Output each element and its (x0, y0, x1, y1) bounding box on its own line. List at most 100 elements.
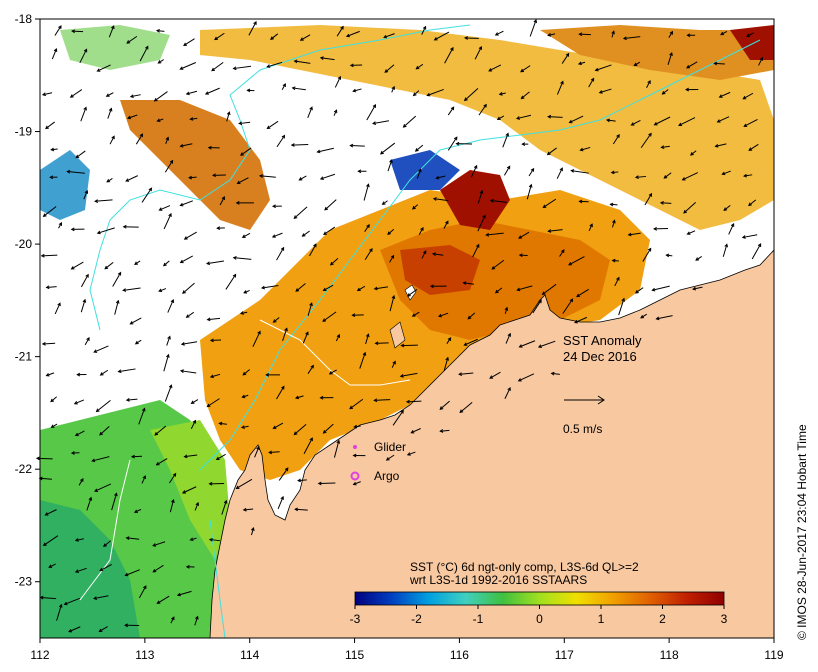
current-vector (611, 220, 616, 228)
current-vector (180, 370, 197, 374)
current-vector-head (232, 256, 237, 260)
current-vector-head (447, 337, 452, 341)
current-vector-head (103, 543, 107, 548)
current-vector-head (714, 144, 719, 148)
current-vector-head (496, 116, 501, 120)
current-vector-head (411, 313, 416, 317)
current-vector (39, 477, 52, 480)
current-vector-head (153, 97, 158, 102)
current-vector-head (507, 386, 511, 391)
current-vector (295, 283, 306, 292)
current-vector-head (310, 364, 314, 369)
current-vector-head (399, 374, 404, 378)
current-vector (723, 205, 731, 211)
current-vector-head (598, 90, 603, 94)
current-vector-head (272, 319, 277, 323)
current-vector (104, 261, 114, 270)
current-vector-head (683, 209, 687, 214)
current-vector (631, 119, 641, 126)
current-vector (43, 206, 57, 217)
current-vector (746, 32, 755, 37)
current-vector-head (105, 93, 110, 97)
current-vector-head (168, 212, 172, 217)
current-vector (36, 457, 53, 460)
x-tick-label: 112 (30, 648, 49, 662)
current-vector (330, 258, 339, 266)
current-vector-head (356, 287, 361, 292)
current-vector (614, 277, 620, 287)
x-tick-label: 117 (555, 648, 574, 662)
current-vector (447, 106, 455, 116)
current-vector (194, 616, 199, 626)
current-vector-head (530, 167, 535, 172)
current-vector-head (122, 224, 127, 229)
current-vector (526, 184, 532, 200)
current-vector (478, 104, 487, 116)
current-vector-head (208, 481, 213, 486)
current-vector-head (94, 488, 98, 492)
current-vector (239, 121, 251, 125)
current-vector-head (49, 175, 54, 180)
current-vector (406, 400, 422, 403)
current-vector (43, 535, 59, 546)
current-vector-head (473, 164, 478, 169)
current-vector (141, 187, 152, 203)
current-vector-head (41, 341, 46, 346)
current-vector (324, 199, 337, 211)
current-vector-head (162, 262, 167, 267)
current-vector (548, 33, 556, 36)
current-vector (743, 92, 754, 100)
current-vector-head (392, 360, 396, 365)
current-vector-head (84, 189, 89, 194)
current-vector (123, 287, 141, 291)
current-vector-head (475, 243, 480, 248)
current-vector-head (48, 564, 53, 568)
current-vector-head (243, 290, 248, 294)
current-vector (391, 361, 396, 368)
current-vector-head (748, 147, 753, 151)
hot-anomaly-patch (400, 245, 480, 295)
current-vector (415, 144, 424, 152)
current-vector-head (185, 91, 190, 96)
current-vector-head (86, 336, 90, 341)
current-vector-head (489, 198, 494, 203)
current-vector-head (550, 371, 555, 376)
current-vector (41, 254, 58, 257)
current-vector (387, 228, 395, 235)
current-vector-head (464, 36, 468, 40)
current-vector (548, 229, 563, 232)
current-vector-head (627, 232, 632, 237)
current-vector-head (69, 94, 74, 98)
current-vector (75, 567, 87, 573)
current-vector (180, 255, 194, 263)
current-vector-head (83, 106, 87, 111)
north-cool-patch (60, 25, 170, 70)
current-vector (267, 120, 279, 129)
current-vector-head (70, 266, 75, 270)
current-vector (184, 454, 198, 458)
current-vector-head (99, 431, 103, 436)
current-vector (248, 21, 257, 36)
current-vector (127, 114, 138, 119)
current-vector-head (329, 261, 334, 266)
current-vector-head (265, 373, 270, 377)
current-vector (569, 115, 584, 124)
current-vector (182, 486, 197, 494)
current-vector (64, 597, 81, 605)
current-vector (588, 223, 593, 232)
current-vector-head (45, 373, 50, 377)
current-vector (346, 30, 360, 37)
current-vector (412, 311, 420, 317)
current-vector (67, 171, 85, 174)
current-vector (662, 89, 669, 95)
current-vector-head (124, 623, 128, 628)
current-vector-head (659, 201, 664, 205)
current-vector-head (122, 288, 127, 292)
current-vector (464, 338, 478, 346)
current-vector (491, 259, 505, 270)
current-vector (606, 119, 616, 122)
current-vector-head (482, 214, 486, 219)
current-vector-head (560, 80, 564, 85)
current-vector-head (74, 569, 79, 573)
current-vector-head (75, 154, 80, 159)
